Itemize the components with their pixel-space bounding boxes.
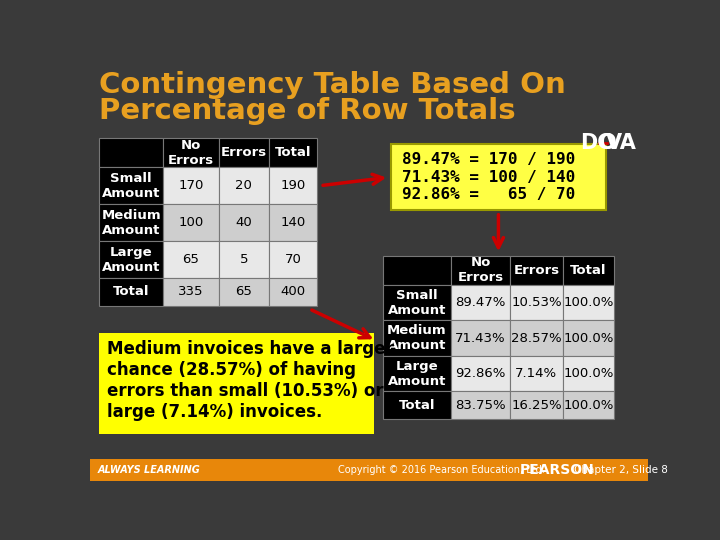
Text: Medium invoices have a larger
chance (28.57%) of having
errors than small (10.53: Medium invoices have a larger chance (28… [107,340,394,421]
Text: 92.86%: 92.86% [456,367,505,380]
Text: Medium
Amount: Medium Amount [102,208,161,237]
Text: Large
Amount: Large Amount [102,246,161,274]
Text: 100.0%: 100.0% [563,367,613,380]
Bar [99,204,163,241]
Text: 65: 65 [182,253,199,266]
Bar [99,278,163,306]
Bar [163,167,219,204]
Text: Large
Amount: Large Amount [388,360,446,388]
Bar [269,138,317,167]
Text: 5: 5 [240,253,248,266]
Text: Chapter 2, Slide 8: Chapter 2, Slide 8 [575,465,668,475]
Text: Small
Amount: Small Amount [388,289,446,317]
Bar [510,392,563,419]
Text: 7.14%: 7.14% [516,367,557,380]
Text: O: O [599,132,617,153]
Text: 65: 65 [235,286,252,299]
Text: Small
Amount: Small Amount [102,172,161,200]
Bar [163,138,219,167]
Text: 20: 20 [235,179,252,192]
Text: 100: 100 [178,216,203,229]
Text: 190: 190 [280,179,306,192]
Bar [163,241,219,278]
Bar [383,285,451,320]
Text: 100.0%: 100.0% [563,296,613,309]
Bar [219,204,269,241]
Text: Errors: Errors [513,264,559,277]
Text: 170: 170 [178,179,204,192]
Text: Total: Total [399,399,436,411]
Bar [563,392,614,419]
Text: 28.57%: 28.57% [511,332,562,345]
Text: 335: 335 [178,286,204,299]
Bar [563,256,614,285]
Text: Contingency Table Based On: Contingency Table Based On [99,71,566,99]
Bar [563,356,614,392]
Bar [383,392,451,419]
Bar [269,278,317,306]
Text: VA: VA [606,132,637,153]
Bar [451,320,510,356]
Bar [383,256,451,285]
Text: Total: Total [113,286,149,299]
Bar [219,138,269,167]
Bar [90,459,648,481]
Bar [563,285,614,320]
Text: Total: Total [570,264,606,277]
Bar [451,285,510,320]
Bar [99,241,163,278]
Bar [563,320,614,356]
Text: 89.47% = 170 / 190
71.43% = 100 / 140
92.86% =   65 / 70: 89.47% = 170 / 190 71.43% = 100 / 140 92… [402,152,575,202]
Text: 40: 40 [235,216,252,229]
Bar [163,204,219,241]
Text: 16.25%: 16.25% [511,399,562,411]
Bar [219,167,269,204]
Text: 70: 70 [284,253,302,266]
Text: Medium
Amount: Medium Amount [387,324,447,352]
Bar [99,167,163,204]
Text: 10.53%: 10.53% [511,296,562,309]
Bar [451,356,510,392]
Bar [163,278,219,306]
Bar [510,285,563,320]
Text: 89.47%: 89.47% [456,296,505,309]
Text: 71.43%: 71.43% [455,332,506,345]
Text: 140: 140 [280,216,306,229]
Text: Total: Total [275,146,311,159]
Text: Copyright © 2016 Pearson Education, Ltd.: Copyright © 2016 Pearson Education, Ltd. [338,465,545,475]
Text: PEARSON: PEARSON [520,463,595,477]
Bar [269,241,317,278]
Bar [99,333,374,434]
Bar [383,320,451,356]
Bar [510,320,563,356]
Text: 83.75%: 83.75% [455,399,506,411]
Bar [391,144,606,211]
Text: Errors: Errors [221,146,267,159]
Bar [510,356,563,392]
Bar [451,392,510,419]
Text: 400: 400 [281,286,305,299]
Text: DC: DC [580,132,612,153]
Text: ALWAYS LEARNING: ALWAYS LEARNING [98,465,200,475]
Bar [451,256,510,285]
Text: No
Errors: No Errors [168,139,214,166]
Bar [99,138,163,167]
Text: Percentage of Row Totals: Percentage of Row Totals [99,97,516,125]
Text: 100.0%: 100.0% [563,332,613,345]
Bar [219,241,269,278]
Bar [269,167,317,204]
Bar [269,204,317,241]
Text: 100.0%: 100.0% [563,399,613,411]
Bar [383,356,451,392]
Bar [219,278,269,306]
Bar [510,256,563,285]
Text: No
Errors: No Errors [457,256,504,285]
